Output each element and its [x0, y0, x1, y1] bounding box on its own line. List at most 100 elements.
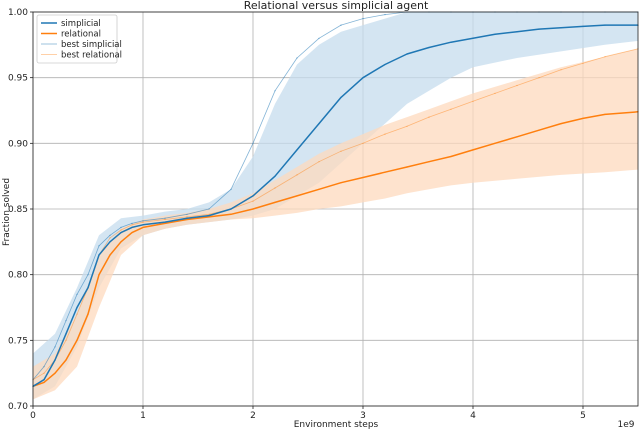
relational-point — [76, 339, 78, 341]
relational-point — [98, 274, 100, 276]
best-simplicial-point — [120, 226, 122, 228]
best-relational-point — [604, 56, 606, 58]
simplicial-point — [384, 63, 386, 66]
best-simplicial-point — [318, 37, 320, 39]
best-simplicial-point — [109, 234, 111, 236]
relational-point — [87, 313, 89, 315]
best-simplicial-point — [98, 245, 100, 247]
relational-legend-label: relational — [61, 30, 101, 40]
x-tick-label: 0 — [30, 411, 36, 421]
y-tick-label: 0.85 — [8, 205, 28, 215]
best-simplicial-point — [274, 90, 276, 92]
best-relational-point — [109, 237, 111, 239]
best-relational-point — [406, 125, 408, 127]
best-simplicial-point — [65, 320, 67, 322]
best-relational-point — [384, 133, 386, 135]
best-relational-point — [340, 150, 342, 152]
best-relational-point — [450, 108, 452, 110]
best-simplicial-point — [208, 208, 210, 210]
best-simplicial-point — [54, 346, 56, 348]
simplicial-point — [208, 215, 210, 217]
best-simplicial-point — [384, 14, 386, 16]
y-tick-label: 0.75 — [8, 336, 28, 346]
best-relational-point — [186, 216, 188, 218]
x-axis-title: Environment steps — [294, 420, 379, 430]
y-tick-label: 0.90 — [8, 139, 28, 149]
best-simplicial-point — [362, 18, 364, 20]
relational-point — [450, 155, 452, 158]
simplicial-point — [54, 359, 56, 361]
best-relational-point — [208, 213, 210, 215]
x-scale-label: 1e9 — [618, 420, 635, 430]
simplicial-point — [428, 46, 430, 49]
best-relational-point — [318, 161, 320, 163]
relational-point — [538, 129, 540, 131]
best-simplicial-legend-label: best simplicial — [61, 40, 122, 50]
relational-point — [494, 142, 496, 144]
best-relational-point — [164, 218, 166, 221]
simplicial-point — [164, 221, 166, 223]
simplicial-point — [318, 123, 320, 125]
relational-point — [362, 176, 364, 179]
best-simplicial-point — [164, 217, 166, 219]
best-simplicial-point — [340, 24, 342, 26]
best-relational-point — [296, 174, 298, 176]
y-tick-label: 0.70 — [8, 402, 28, 412]
simplicial-point — [538, 28, 540, 30]
relational-point — [186, 218, 188, 221]
relational-point — [340, 182, 342, 184]
simplicial-point — [98, 254, 100, 256]
relational-point — [43, 381, 45, 383]
relational-point — [406, 166, 408, 168]
relational-point — [109, 254, 111, 256]
x-tick-label: 1 — [140, 411, 146, 421]
best-simplicial-point — [142, 220, 144, 222]
y-axis-title: Fraction solved — [2, 178, 12, 246]
simplicial-point — [450, 41, 452, 43]
relational-point — [252, 208, 254, 210]
relational-point — [472, 149, 474, 151]
best-simplicial-point — [131, 222, 133, 224]
relational-point — [384, 171, 386, 173]
chart-title: Relational versus simplicial agent — [244, 0, 429, 12]
best-relational-point — [582, 62, 584, 64]
relational-point — [65, 359, 67, 361]
simplicial-point — [274, 175, 276, 177]
best-relational-legend-label: best relational — [61, 51, 122, 61]
simplicial-point — [186, 217, 188, 219]
best-relational-point — [516, 84, 518, 87]
relational-point — [560, 123, 562, 125]
simplicial-point — [87, 287, 89, 289]
relational-point — [516, 136, 518, 138]
best-relational-point — [65, 339, 67, 341]
x-tick-label: 2 — [250, 411, 256, 421]
simplicial-point — [76, 306, 78, 309]
x-tick-label: 5 — [580, 411, 586, 421]
relational-point — [54, 372, 56, 374]
simplicial-point — [142, 224, 144, 226]
relational-point — [318, 188, 320, 190]
relational-point — [164, 222, 166, 224]
best-relational-point — [472, 100, 474, 102]
simplicial-point — [362, 77, 364, 79]
best-simplicial-point — [230, 188, 232, 190]
relational-point — [142, 226, 144, 228]
relational-point — [120, 241, 122, 243]
best-simplicial-point — [76, 293, 78, 295]
simplicial-point — [131, 226, 133, 228]
simplicial-point — [340, 96, 342, 98]
simplicial-point — [494, 33, 496, 35]
best-relational-point — [142, 221, 144, 223]
best-simplicial-point — [296, 57, 298, 59]
simplicial-legend-label: simplicial — [61, 19, 101, 29]
best-simplicial-point — [87, 274, 89, 276]
simplicial-point — [516, 31, 518, 33]
x-tick-label: 4 — [470, 411, 476, 421]
relational-point — [582, 117, 584, 119]
simplicial-point — [296, 149, 298, 151]
simplicial-point — [230, 208, 232, 210]
x-tick-label: 3 — [360, 411, 366, 421]
best-relational-point — [131, 224, 133, 226]
